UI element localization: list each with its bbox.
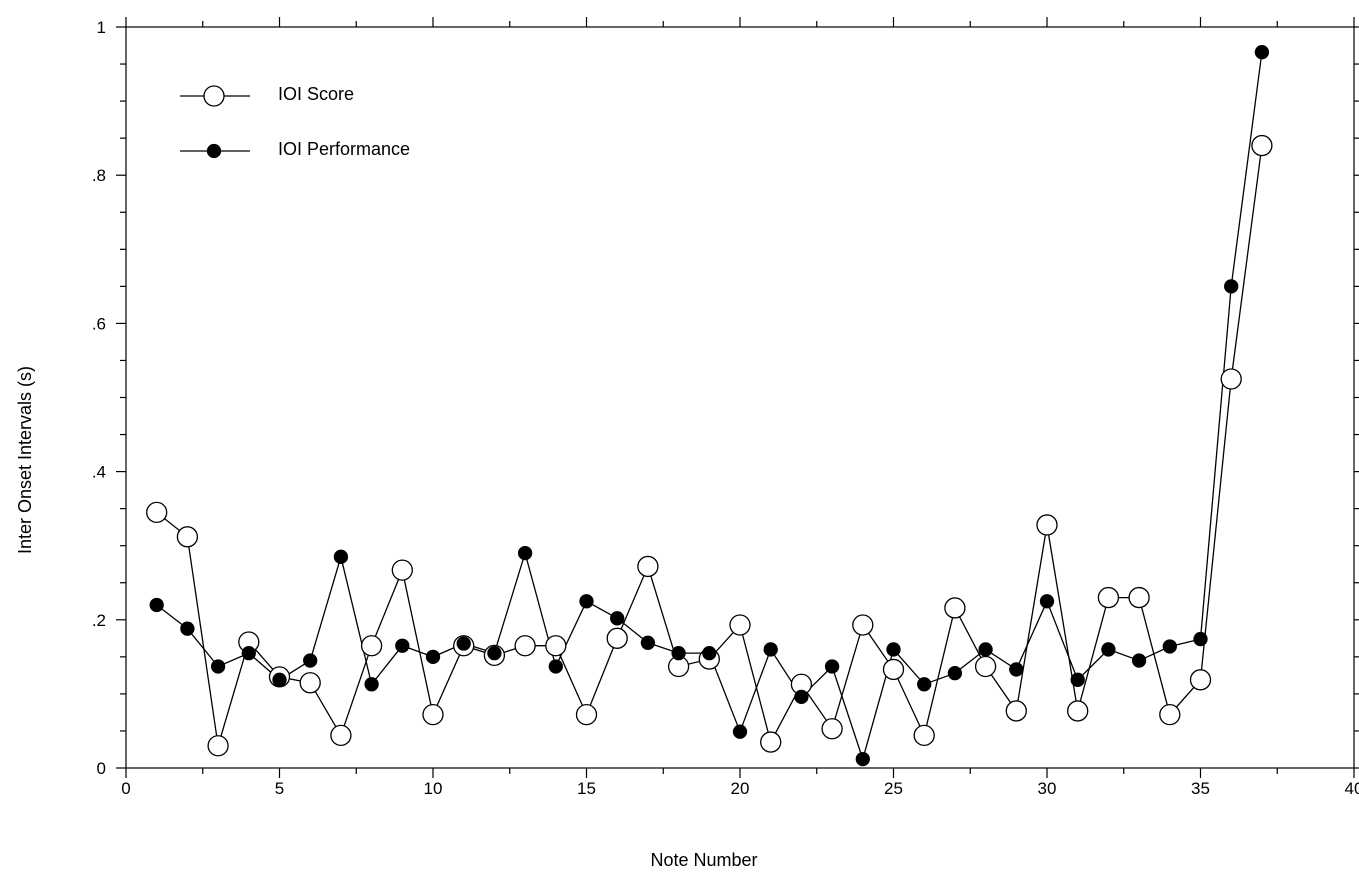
- ioi-performance-point: [947, 666, 963, 681]
- ioi-performance-point: [794, 689, 809, 705]
- x-tick-label: 30: [1038, 779, 1057, 798]
- ioi-performance-point: [180, 621, 195, 636]
- ioi-performance-point: [272, 672, 287, 687]
- ioi-performance-point: [487, 645, 502, 661]
- ioi-score-point: [944, 597, 966, 619]
- ioi-performance-point: [1224, 279, 1239, 294]
- ioi-score-point: [729, 614, 751, 636]
- ticks-layer: [116, 17, 1359, 778]
- legend: IOI Score IOI Performance: [180, 84, 410, 159]
- ioi-performance-point: [333, 549, 349, 564]
- legend-marker-ioi-score: [203, 85, 225, 107]
- ioi-performance-point: [517, 545, 533, 561]
- ioi-performance-point: [548, 659, 563, 674]
- y-tick-label: 1: [97, 18, 106, 37]
- series-layer: [146, 45, 1273, 767]
- ioi-score-point: [637, 555, 659, 578]
- y-axis-title: Inter Onset Intervals (s): [15, 366, 35, 554]
- x-tick-label: 0: [121, 779, 130, 798]
- ioi-performance-point: [1009, 662, 1024, 677]
- tick-labels-layer: 0 5 10 15 20 25 30 35 40 0 .2 .4 .6 .8 1: [92, 18, 1359, 798]
- ioi-score-point: [360, 635, 383, 657]
- ioi-performance-point: [210, 659, 226, 674]
- legend-label-ioi-performance: IOI Performance: [278, 139, 410, 159]
- ioi-score-point: [882, 658, 905, 681]
- x-axis-title: Note Number: [650, 850, 757, 870]
- ioi-score-point: [545, 635, 567, 657]
- ioi-performance-point: [702, 645, 717, 661]
- ioi-score-point: [1097, 586, 1120, 609]
- ioi-performance-point: [978, 642, 993, 657]
- ioi-score-point: [330, 724, 352, 747]
- ioi-performance-point: [640, 635, 656, 650]
- x-tick-label: 35: [1191, 779, 1210, 798]
- ioi-performance-point: [1070, 672, 1085, 687]
- ioi-performance-point: [855, 751, 870, 767]
- ioi-score-point: [391, 559, 413, 581]
- ioi-performance-point: [1131, 653, 1147, 668]
- x-tick-label: 15: [577, 779, 596, 798]
- ioi-performance-point: [763, 642, 778, 657]
- x-tick-label: 40: [1345, 779, 1359, 798]
- ioi-performance-point: [917, 677, 932, 692]
- ioi-performance-point: [671, 645, 686, 661]
- x-tick-label: 10: [424, 779, 443, 798]
- ioi-score-point: [422, 703, 444, 726]
- ioi-score-point: [1159, 703, 1181, 726]
- y-tick-label: .6: [92, 314, 106, 333]
- y-tick-label: .8: [92, 166, 106, 185]
- ioi-performance-point: [1254, 45, 1270, 60]
- ioi-score-point: [146, 501, 168, 524]
- ioi-score-point: [1189, 669, 1212, 691]
- legend-marker-ioi-performance: [206, 143, 222, 159]
- ioi-performance-point: [1039, 594, 1055, 609]
- ioi-score-point: [1005, 700, 1027, 722]
- legend-label-ioi-score: IOI Score: [278, 84, 354, 104]
- y-tick-label: 0: [97, 759, 106, 778]
- ioi-performance-point: [732, 724, 748, 739]
- ioi-performance-point: [425, 649, 441, 664]
- ioi-performance-point: [364, 677, 379, 692]
- ioi-performance-point: [579, 594, 594, 609]
- x-tick-label: 5: [275, 779, 284, 798]
- ioi-score-point: [207, 735, 229, 757]
- ioi-score-point: [1067, 700, 1089, 722]
- ioi-performance-point: [241, 645, 256, 661]
- x-tick-label: 20: [731, 779, 750, 798]
- ioi-performance-point: [1162, 639, 1177, 654]
- ioi-score-point: [913, 724, 935, 747]
- ioi-performance-point: [886, 642, 901, 657]
- y-tick-label: .2: [92, 611, 106, 630]
- ioi-performance-point: [824, 659, 840, 674]
- ioi-performance-point: [395, 638, 410, 653]
- ioi-score-point: [575, 703, 598, 726]
- ioi-score-point: [1251, 134, 1273, 157]
- ioi-score-point: [1128, 586, 1150, 609]
- ioi-score-point: [1220, 368, 1242, 390]
- ioi-score-point: [821, 718, 843, 740]
- x-tick-label: 25: [884, 779, 903, 798]
- ioi-score-point: [176, 526, 199, 548]
- ioi-score-point: [514, 635, 536, 657]
- ioi-performance-point: [610, 611, 625, 626]
- ioi-performance-point: [1101, 642, 1116, 657]
- ioi-performance-point: [303, 653, 318, 668]
- ioi-score-point: [852, 614, 874, 636]
- ioi-score-point: [1036, 514, 1058, 536]
- ioi-performance-point: [456, 636, 471, 651]
- ioi-score-point: [974, 655, 997, 678]
- y-tick-label: .4: [92, 463, 106, 482]
- ioi-performance-point: [149, 597, 164, 613]
- ioi-score-point: [299, 672, 321, 694]
- ioi-performance-point: [1193, 631, 1208, 647]
- ioi-score-point: [760, 731, 782, 753]
- ioi-score-point: [606, 627, 628, 649]
